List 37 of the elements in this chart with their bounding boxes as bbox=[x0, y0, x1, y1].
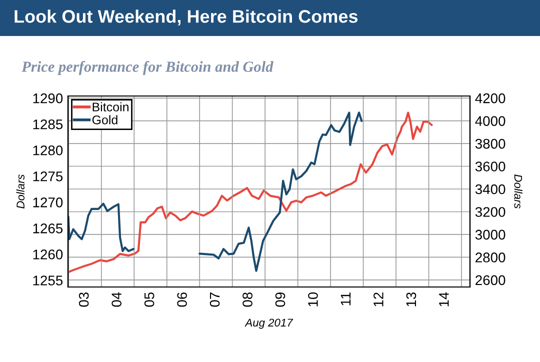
y2-axis-title: Dollars bbox=[514, 174, 522, 209]
y-tick-label: 1255 bbox=[33, 276, 63, 286]
x-tick-label: 07 bbox=[210, 292, 220, 307]
legend-label: Gold bbox=[92, 115, 118, 124]
x-tick-label: 10 bbox=[308, 292, 318, 306]
line-series bbox=[68, 112, 433, 274]
y-tick-label: 1265 bbox=[33, 224, 63, 234]
x-tick-label: 04 bbox=[112, 292, 122, 307]
x-tick-label: 11 bbox=[340, 292, 351, 306]
y2-tick-label: 4000 bbox=[475, 116, 506, 126]
y2-tick-label: 2800 bbox=[476, 252, 506, 262]
x-axis-title: Aug 2017 bbox=[244, 318, 294, 329]
y-tick-label: 1290 bbox=[33, 93, 63, 104]
x-tick-label: 06 bbox=[177, 292, 187, 307]
chart-title: Look Out Weekend, Here Bitcoin Comes bbox=[14, 10, 358, 26]
y-tick-label: 1275 bbox=[33, 171, 63, 182]
y-axis-title: Dollars bbox=[16, 174, 24, 208]
x-tick-label: 14 bbox=[439, 292, 449, 306]
x-tick-label: 09 bbox=[275, 292, 286, 307]
y-tick-label: 1285 bbox=[33, 119, 63, 130]
x-tick-label: 12 bbox=[374, 292, 384, 306]
chart-subtitle: Price performance for Bitcoin and Gold bbox=[22, 60, 274, 76]
y-tick-label: 1280 bbox=[33, 145, 63, 156]
y2-tick-label: 3200 bbox=[475, 207, 506, 217]
x-tick-label: 05 bbox=[144, 292, 154, 307]
y-tick-label: 1270 bbox=[33, 198, 63, 208]
legend-label: Bitcoin bbox=[92, 102, 128, 112]
x-tick-label: 03 bbox=[78, 292, 89, 307]
y2-tick-label: 3000 bbox=[475, 230, 506, 240]
y2-tick-label: 3600 bbox=[475, 162, 506, 172]
y2-tick-label: 4200 bbox=[475, 93, 506, 104]
y2-tick-label: 2600 bbox=[476, 275, 506, 286]
x-tick-label: 13 bbox=[406, 292, 416, 306]
x-tick-label: 08 bbox=[242, 292, 252, 307]
y2-tick-label: 3400 bbox=[475, 184, 506, 194]
y2-tick-label: 3800 bbox=[475, 138, 506, 149]
y-tick-label: 1260 bbox=[33, 250, 63, 260]
